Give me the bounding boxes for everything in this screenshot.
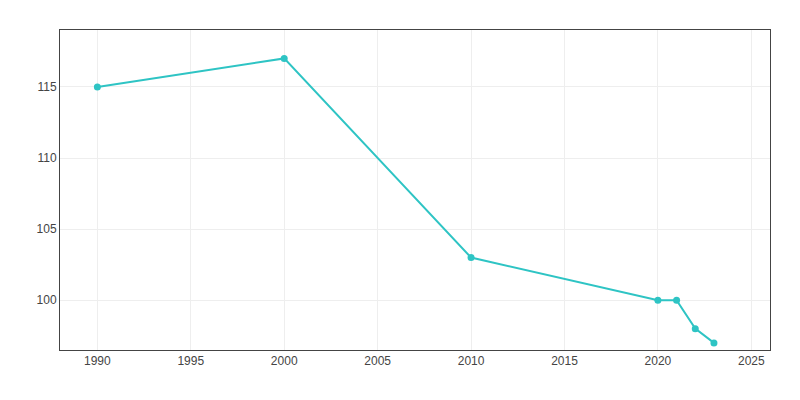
- svg-text:100: 100: [37, 293, 57, 307]
- svg-text:2000: 2000: [271, 354, 298, 368]
- svg-text:2010: 2010: [458, 354, 485, 368]
- svg-text:2020: 2020: [645, 354, 672, 368]
- svg-text:110: 110: [37, 151, 56, 165]
- svg-text:2005: 2005: [364, 354, 391, 368]
- svg-text:105: 105: [37, 222, 57, 236]
- svg-text:2025: 2025: [738, 354, 765, 368]
- svg-text:2015: 2015: [551, 354, 578, 368]
- svg-text:115: 115: [37, 80, 56, 94]
- svg-text:1995: 1995: [177, 354, 204, 368]
- svg-text:1990: 1990: [84, 354, 111, 368]
